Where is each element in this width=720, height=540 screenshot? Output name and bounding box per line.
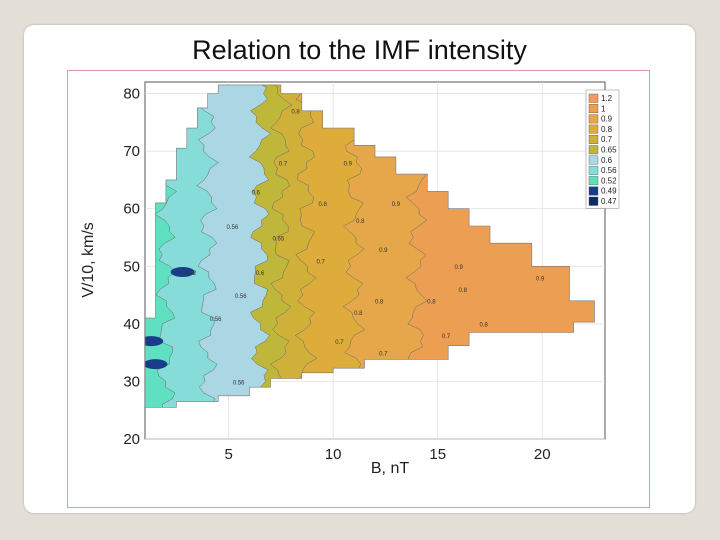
legend-label: 0.7	[601, 135, 613, 144]
legend-label: 0.9	[601, 115, 613, 124]
contour-label: 0.7	[279, 161, 288, 167]
legend-label: 0.56	[601, 166, 617, 175]
legend-swatch	[588, 155, 599, 165]
contour-patch	[170, 267, 195, 278]
legend-label: 1	[601, 104, 606, 113]
contour-label: 0.7	[442, 334, 451, 340]
contour-label: 0.7	[316, 259, 325, 265]
y-tick-label: 50	[123, 258, 140, 275]
contour-label: 0.56	[233, 380, 245, 386]
x-tick-label: 5	[224, 446, 232, 463]
axis-ticks: 5 10 15 20 20 30 40 50 60 70 80	[123, 86, 550, 463]
data-region-outline	[145, 84, 595, 408]
legend: 1.21 0.90.80.7 0.650.60.560.52 0.490.47	[585, 89, 620, 209]
legend-swatch	[588, 186, 599, 196]
y-axis-label: V/10, km/s	[80, 222, 97, 298]
legend-swatch	[588, 104, 599, 113]
contour-label: 0.8	[319, 202, 328, 208]
contour-label: 0.8	[354, 311, 363, 317]
legend-label: 0.8	[601, 125, 613, 134]
contour-chart: 0.520.560.560.560.560.60.60.650.70.70.70…	[80, 81, 620, 477]
legend-label: 0.49	[601, 187, 617, 196]
contour-label: 0.9	[536, 277, 545, 283]
y-tick-label: 40	[123, 316, 140, 333]
y-tick-label: 70	[123, 143, 140, 160]
contour-label: 0.52	[185, 271, 197, 277]
x-tick-label: 15	[429, 446, 446, 463]
contour-label: 0.8	[459, 288, 468, 294]
contour-label: 0.8	[427, 300, 436, 306]
contour-label: 0.7	[379, 352, 388, 358]
legend-label: 0.6	[601, 156, 613, 165]
contour-label: 0.56	[227, 225, 239, 231]
contour-label: 0.65	[273, 236, 285, 242]
y-tick-label: 30	[123, 373, 140, 390]
contour-label: 0.6	[252, 190, 261, 196]
contour-patch	[145, 336, 164, 347]
y-tick-label: 80	[123, 86, 140, 103]
slide: Relation to the IMF intensity 0.52 0.56 0.…	[24, 25, 695, 513]
legend-label: 1.2	[601, 94, 613, 103]
chart-figure: 0.52 0.56 0.56 0.56 0.56 0.6 0.6 0.65 0.7 0.7 0.7 0…	[67, 70, 650, 508]
legend-swatch	[588, 176, 599, 186]
contour-label: 0.8	[291, 110, 300, 116]
legend-label: 0.65	[601, 146, 617, 155]
legend-label: 0.47	[601, 197, 617, 206]
contour-label: 0.9	[344, 161, 353, 167]
contour-label: 0.7	[335, 340, 344, 346]
legend-swatch	[588, 134, 599, 144]
legend-swatch	[588, 165, 599, 175]
contour-label: 0.9	[392, 202, 401, 208]
x-axis-label: B, nT	[371, 460, 409, 477]
y-tick-label: 60	[123, 201, 140, 218]
contour-label: 0.9	[454, 265, 463, 271]
x-tick-label: 20	[534, 446, 551, 463]
contour-label: 0.6	[256, 271, 265, 277]
legend-swatch	[588, 93, 599, 103]
legend-swatch	[588, 145, 599, 155]
legend-swatch	[588, 196, 599, 206]
y-tick-label: 20	[123, 431, 140, 448]
contour-label: 0.8	[356, 219, 365, 225]
slide-title: Relation to the IMF intensity	[192, 35, 527, 65]
contour-patch	[145, 359, 168, 370]
legend-label: 0.52	[601, 176, 617, 185]
contour-label: 0.56	[235, 294, 247, 300]
contour-label: 0.9	[379, 248, 388, 254]
legend-swatch	[588, 124, 599, 134]
contour-label: 0.56	[210, 317, 222, 323]
contour-labels: 0.52 0.56 0.56 0.56 0.56 0.6 0.6 0.65 0.7 0.7 0.7 0…	[185, 110, 545, 387]
x-tick-label: 10	[325, 446, 342, 463]
legend-swatch	[588, 114, 599, 124]
contour-label: 0.8	[375, 300, 384, 306]
contour-label: 0.8	[480, 323, 489, 329]
